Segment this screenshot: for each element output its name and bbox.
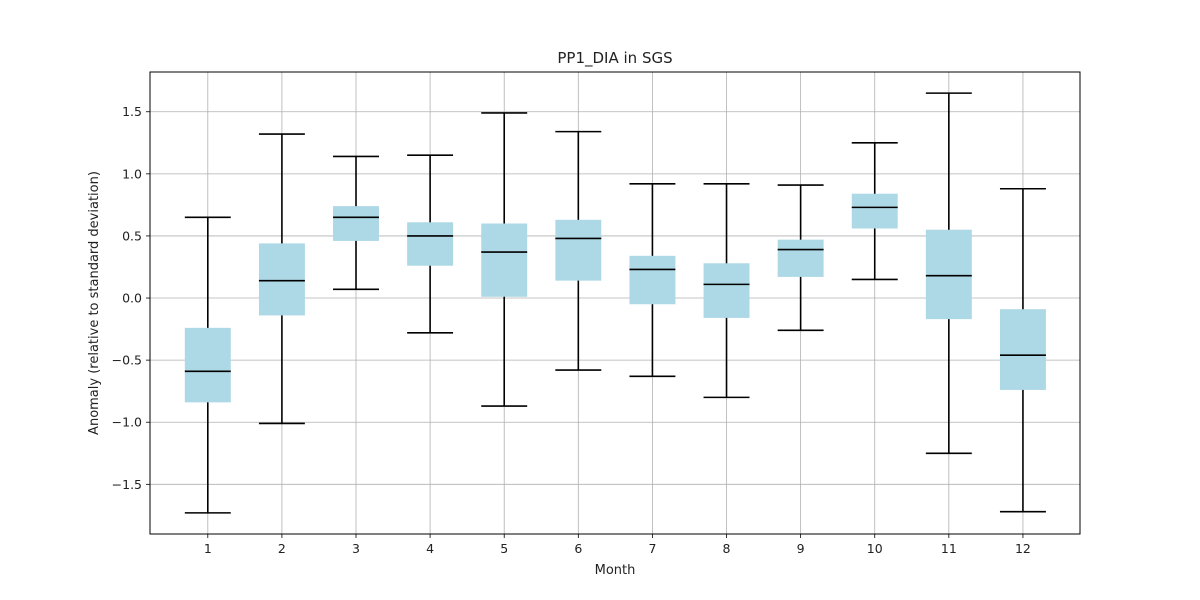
chart-title: PP1_DIA in SGS [557, 49, 672, 68]
box-iqr [777, 239, 824, 277]
box-month-6 [555, 130, 602, 371]
x-tick-label: 10 [867, 541, 883, 556]
box-month-4 [407, 154, 454, 334]
x-tick-label: 7 [648, 541, 656, 556]
box-month-7 [629, 182, 676, 378]
y-tick-label: 0.5 [122, 228, 142, 243]
x-tick-label: 3 [352, 541, 360, 556]
box-month-10 [851, 141, 898, 281]
x-tick-label: 11 [941, 541, 957, 556]
box-month-8 [703, 182, 750, 399]
box-iqr [629, 255, 676, 305]
y-tick-label: −1.5 [112, 477, 142, 492]
x-tick-label: 9 [797, 541, 805, 556]
box-iqr [333, 206, 379, 241]
y-tick-label: 1.0 [122, 166, 142, 181]
box-month-11 [925, 92, 972, 455]
box-iqr [184, 327, 231, 403]
y-tick-label: 1.5 [122, 104, 142, 119]
box-iqr [555, 219, 602, 281]
axis-ticks: −1.5−1.0−0.50.00.51.01.51 2 3 4 5 6 7 8 9 10 11 12 [112, 104, 1031, 556]
x-axis-label: Month [595, 563, 636, 578]
box-iqr [999, 309, 1046, 390]
x-tick-label: 1 [204, 541, 212, 556]
box-iqr [925, 229, 972, 320]
y-axis-label: Anomaly (relative to standard deviation) [87, 171, 102, 435]
box-series [184, 92, 1046, 514]
box-month-2 [258, 133, 305, 425]
box-iqr [407, 222, 454, 266]
box-iqr [851, 193, 898, 229]
box-iqr [703, 263, 750, 318]
x-tick-label: 5 [500, 541, 508, 556]
x-tick-label: 4 [426, 541, 434, 556]
plot-frame [149, 71, 1081, 535]
box-month-9 [777, 184, 824, 332]
box-month-3 [333, 155, 379, 291]
y-tick-label: 0.0 [122, 291, 142, 306]
x-tick-label: 6 [574, 541, 582, 556]
x-tick-label: 8 [723, 541, 731, 556]
box-month-5 [481, 112, 528, 407]
box-iqr [258, 243, 305, 316]
box-iqr [481, 223, 528, 297]
y-tick-label: −0.5 [112, 353, 142, 368]
x-tick-label: 2 [278, 541, 286, 556]
box-month-1 [184, 216, 231, 514]
box-month-12 [999, 187, 1046, 513]
x-tick-label: 12 [1015, 541, 1031, 556]
y-tick-label: −1.0 [112, 415, 142, 430]
